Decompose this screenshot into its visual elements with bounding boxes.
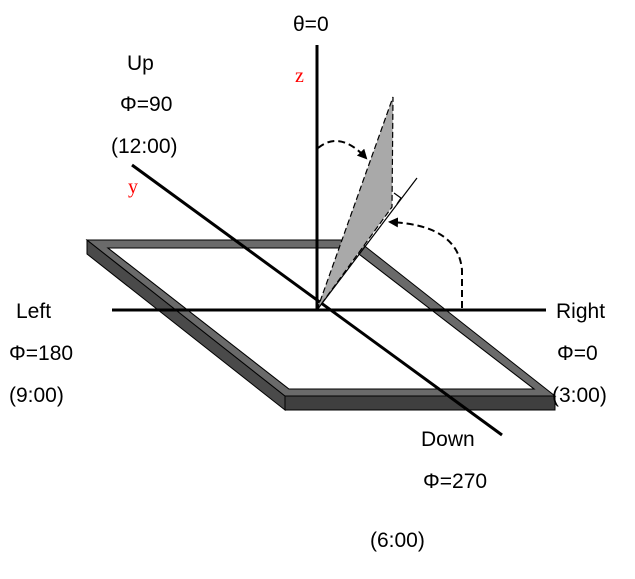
theta-angle-arrow: [317, 139, 368, 160]
display-panel-frame: [85, 238, 557, 412]
left-label: Left: [16, 300, 51, 323]
right-label: Right: [556, 300, 605, 323]
right-clock-label: (3:00): [552, 384, 607, 407]
frame-front-side: [284, 395, 556, 411]
right-phi-label: Φ=0: [557, 342, 598, 365]
screen-surface: [106, 247, 536, 390]
right-angle-mark: [393, 192, 402, 205]
left-phi-label: Φ=180: [9, 342, 73, 365]
left-clock-label: (9:00): [9, 384, 64, 407]
y-axis-label: y: [128, 176, 138, 198]
down-label: Down: [421, 428, 475, 451]
viewing-plane: [316, 96, 394, 311]
z-axis-label: z: [295, 65, 304, 87]
theta-label: θ=0: [293, 13, 329, 36]
down-phi-label: Φ=270: [423, 470, 487, 493]
up-label: Up: [127, 52, 154, 75]
up-clock-label: (12:00): [111, 135, 178, 158]
down-clock-label: (6:00): [370, 529, 425, 552]
up-phi-label: Φ=90: [120, 93, 172, 116]
